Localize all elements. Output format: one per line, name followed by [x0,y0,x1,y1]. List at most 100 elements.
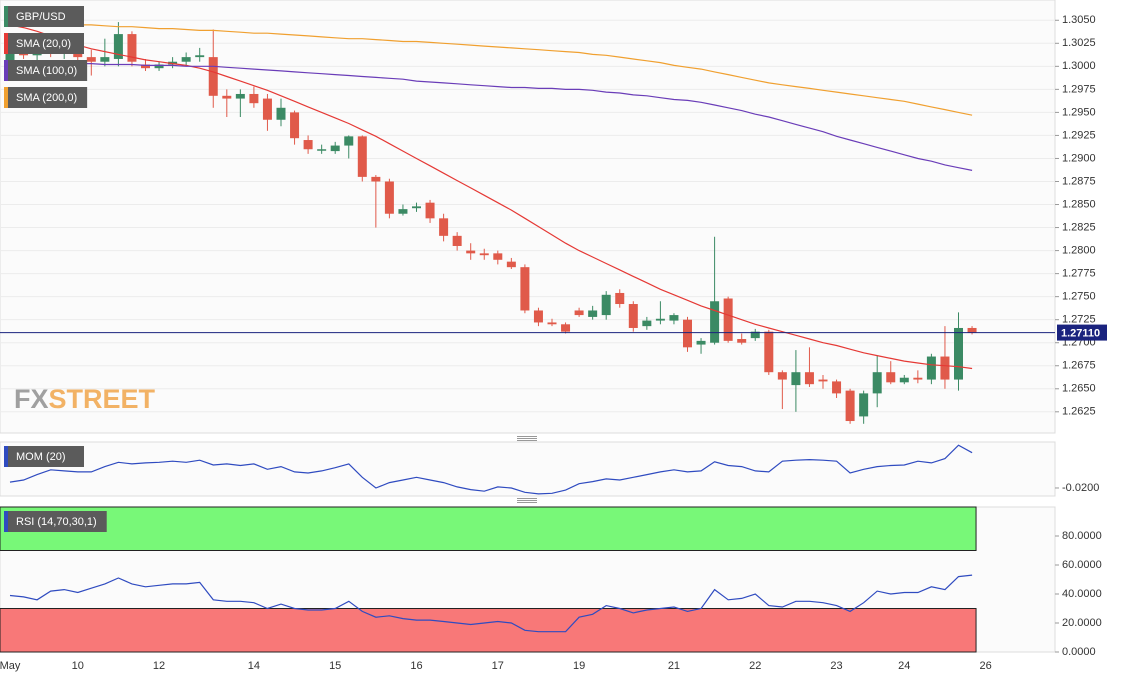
y-tick-label: 1.2625 [1062,406,1096,418]
y-tick-label: 1.2800 [1062,244,1096,256]
sma-line [10,62,973,171]
legend-label: SMA (200,0) [16,92,77,104]
band [0,608,977,653]
x-tick-label: 17 [492,660,504,672]
legend-swatch [4,446,8,467]
legend-label: RSI (14,70,30,1) [16,516,97,528]
candle-body [926,356,936,380]
candle-body [493,253,503,260]
candle-body [439,218,449,236]
candle-body [208,57,218,96]
candle-body [872,372,882,394]
candle-body [113,34,123,59]
candle-body [195,55,205,58]
panel-handle[interactable] [517,436,537,503]
legend-box [4,511,107,532]
y-tick-label: 1.2975 [1062,83,1096,95]
candle-body [967,327,977,333]
legend-box [4,6,84,27]
candle-body [859,393,869,417]
candle-body [357,136,367,177]
candle-body [886,372,896,383]
candle-body [181,57,191,62]
candle-body [737,339,747,343]
candle-body [290,112,300,139]
candle-body [533,310,543,323]
legend-label: SMA (100,0) [16,65,77,77]
y-tick-label: 40.0000 [1062,588,1102,600]
y-tick-label: 1.2850 [1062,198,1096,210]
candle-body [86,57,96,62]
legend-swatch [4,511,8,532]
x-tick-label: 21 [668,660,680,672]
price-panel [0,0,1056,434]
y-tick-label: 1.3050 [1062,14,1096,26]
candle-body [615,292,625,305]
legend-swatch [4,60,8,81]
x-tick-label: 15 [329,660,341,672]
last-price-box [1057,324,1107,341]
candle-body [154,64,164,69]
y-tick-label: 1.3025 [1062,37,1096,49]
legend-swatch [4,6,8,27]
candle-body [818,379,828,382]
sma-line [9,24,973,370]
y-tick-label: 1.2950 [1062,106,1096,118]
y-tick-label: 60.0000 [1062,559,1102,571]
candle-body [371,176,381,182]
y-tick-label: 1.2725 [1062,314,1096,326]
candle-body [344,136,354,146]
legend-swatch [4,33,8,54]
x-tick-label: 26 [979,660,991,672]
candle-body [141,64,150,69]
band [0,506,977,551]
x-tick-label: 16 [410,660,422,672]
candle-body [574,310,584,316]
sma-line [9,21,973,116]
legend-label: MOM (20) [16,451,66,463]
candle-body [723,298,733,341]
candle-body [791,372,801,386]
y-tick-label: 1.2825 [1062,221,1096,233]
candle-body [384,181,394,214]
candle-body [100,57,110,62]
legend-box [4,33,84,54]
legend-label: SMA (20,0) [16,38,71,50]
candle-body [899,377,909,383]
candle-body [764,331,774,373]
candle-body [412,206,421,209]
x-tick-label: 10 [72,660,84,672]
legend-swatch [4,87,8,108]
y-tick-label: 1.2650 [1062,383,1096,395]
candle-body [547,322,557,325]
x-tick-label: 19 [573,660,585,672]
y-tick-label: 1.3000 [1062,60,1096,72]
indicator-line [9,444,973,495]
legend-box [4,60,88,81]
legend-box [4,87,88,108]
candle-body [777,372,787,380]
candle-body [588,310,598,317]
candle-body [222,95,232,99]
x-tick-label: 12 [153,660,165,672]
mom-panel [0,441,1056,497]
candle-body [262,98,272,120]
x-tick-label: 24 [898,660,910,672]
y-tick-label: 80.0000 [1062,530,1102,542]
y-tick-label: 1.2875 [1062,175,1096,187]
candle-body [561,324,571,332]
candle-body [398,209,408,214]
x-tick-label: 22 [749,660,761,672]
candle-body [330,145,340,152]
candle-body [940,356,950,380]
candle-body [683,319,692,348]
legend-label: GBP/USD [16,11,66,23]
candle-body [601,294,611,316]
candle-body [235,93,245,99]
candle-body [425,202,435,219]
candle-body [628,304,638,328]
candle-body [303,140,313,150]
candle-body [520,267,530,311]
candle-body [804,372,814,385]
